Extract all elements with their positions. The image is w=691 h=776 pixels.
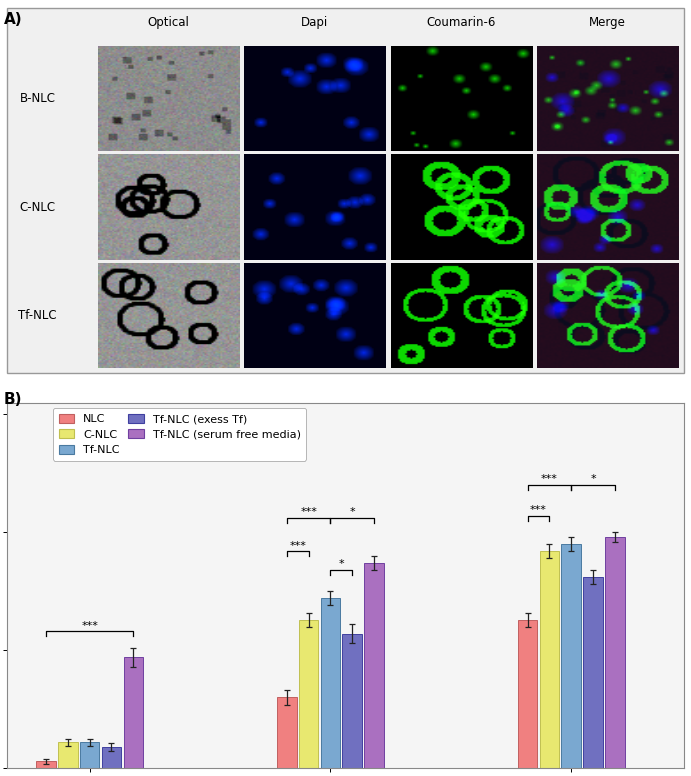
Bar [80,743,100,768]
Bar [583,577,603,768]
Text: ***: *** [530,505,547,515]
Text: ***: *** [290,541,306,550]
Bar [343,634,362,768]
Bar [540,551,559,768]
Text: Dapi: Dapi [301,16,328,29]
Bar [124,657,143,768]
Bar [605,537,625,768]
Bar [299,619,319,768]
Text: Merge: Merge [589,16,626,29]
Legend: NLC, C-NLC, Tf-NLC, Tf-NLC (exess Tf), Tf-NLC (serum free media): NLC, C-NLC, Tf-NLC, Tf-NLC (exess Tf), T… [53,408,307,461]
Bar [518,619,538,768]
Text: Coumarin-6: Coumarin-6 [426,16,495,29]
Bar [321,598,340,768]
Text: ***: *** [300,508,317,518]
Bar [364,563,384,768]
Text: B-NLC: B-NLC [20,92,56,105]
Text: Optical: Optical [147,16,189,29]
Text: ***: *** [541,474,558,484]
Text: B): B) [3,392,22,407]
Bar [277,698,296,768]
Text: *: * [339,559,344,570]
Bar [36,761,56,768]
Bar [58,743,77,768]
Text: A): A) [3,12,22,26]
Bar [562,544,581,768]
Text: C-NLC: C-NLC [19,200,56,213]
Text: *: * [350,508,355,518]
Text: ***: *** [82,621,98,631]
Text: *: * [590,474,596,484]
Bar [102,747,122,768]
Text: Tf-NLC: Tf-NLC [19,309,57,322]
